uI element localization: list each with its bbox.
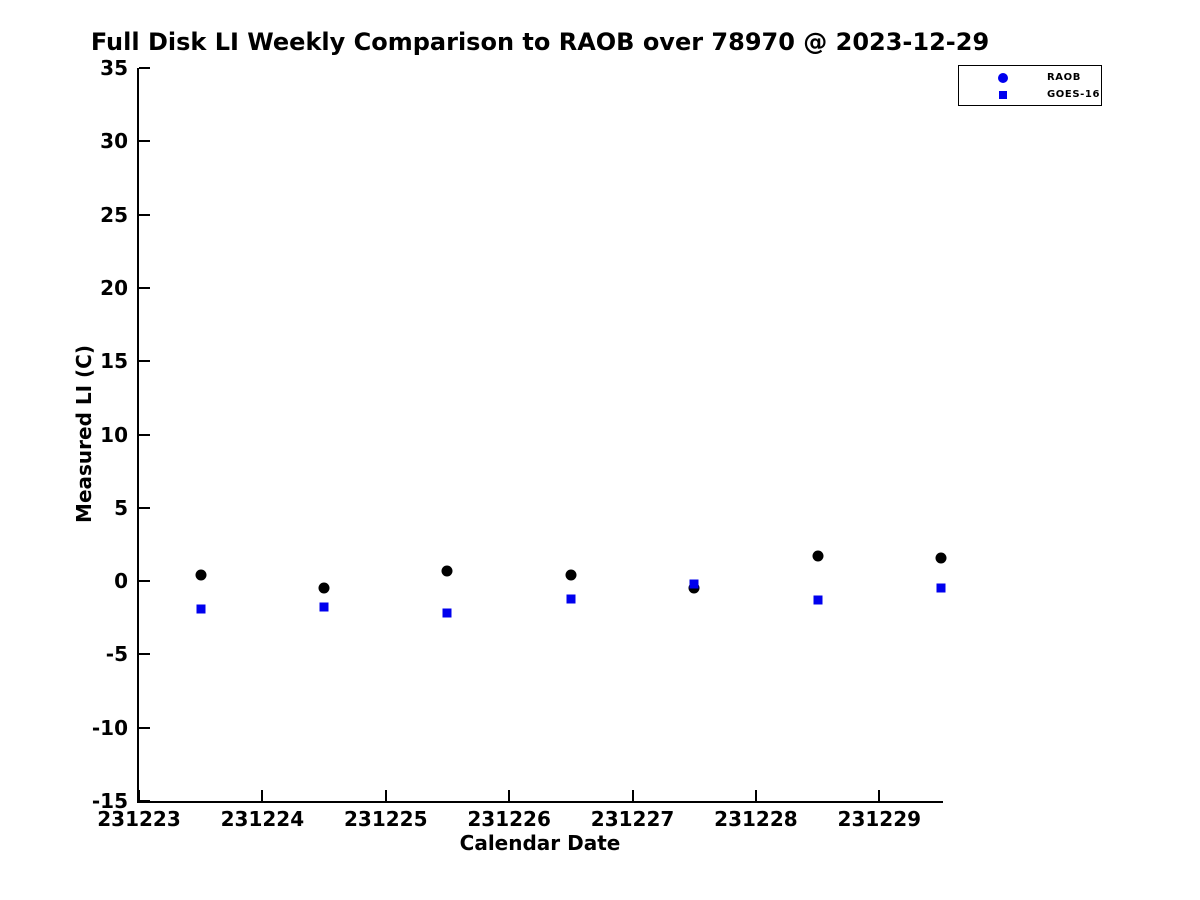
legend-label-goes-16: GOES-16 (1047, 89, 1101, 100)
x-tick (508, 790, 511, 801)
legend-item-raob: RAOB (959, 69, 1101, 86)
x-tick-label: 231225 (344, 807, 428, 831)
y-tick (139, 433, 150, 436)
data-point-goes-16 (319, 602, 329, 612)
y-tick (139, 360, 150, 363)
x-tick-label: 231223 (97, 807, 181, 831)
data-point-raob (935, 552, 947, 564)
plot-area (137, 68, 943, 803)
x-tick-label: 231227 (590, 807, 675, 831)
y-tick (139, 67, 150, 69)
data-point-goes-16 (442, 608, 452, 618)
x-tick (754, 790, 757, 801)
y-tick-label: 0 (114, 569, 128, 594)
y-tick-label: 35 (100, 56, 128, 80)
y-axis-label: Measured LI (C) (72, 345, 96, 523)
y-tick (139, 726, 150, 729)
x-tick (138, 790, 140, 801)
legend-item-goes-16: GOES-16 (959, 86, 1101, 103)
y-tick (139, 140, 150, 143)
y-tick (139, 580, 150, 583)
x-tick (384, 790, 387, 801)
x-tick-label: 231228 (714, 807, 798, 831)
y-tick (139, 213, 150, 216)
x-tick-label: 231224 (220, 807, 305, 831)
x-tick-label: 231229 (837, 807, 922, 831)
y-tick-label: 25 (100, 202, 128, 227)
data-point-raob (565, 569, 577, 581)
y-tick (139, 653, 150, 656)
y-tick-label: 30 (100, 129, 128, 154)
data-point-goes-16 (813, 595, 823, 605)
y-tick (139, 800, 150, 802)
data-point-raob (195, 569, 207, 581)
y-tick-label: 20 (100, 275, 128, 300)
raob-legend-marker-icon (998, 72, 1008, 83)
legend: RAOB GOES-16 (958, 65, 1102, 106)
x-axis-label: Calendar Date (459, 831, 621, 855)
legend-label-raob: RAOB (1047, 72, 1081, 83)
y-tick-label: 5 (114, 495, 128, 520)
legend-marker-cell (959, 90, 1047, 99)
y-tick-label: -5 (105, 642, 128, 667)
y-tick-label: 10 (100, 422, 128, 447)
data-point-goes-16 (936, 583, 946, 593)
data-point-goes-16 (689, 579, 699, 589)
y-tick-label: 15 (100, 349, 128, 374)
y-tick-label: -15 (91, 789, 128, 813)
data-point-raob (318, 582, 330, 594)
data-point-goes-16 (566, 594, 576, 604)
data-point-goes-16 (196, 604, 206, 614)
goes-16-legend-marker-icon (999, 90, 1007, 99)
chart-title: Full Disk LI Weekly Comparison to RAOB o… (90, 28, 990, 56)
x-tick (631, 790, 634, 801)
y-tick (139, 286, 150, 289)
y-tick-label: -10 (91, 715, 128, 740)
x-tick (878, 790, 881, 801)
x-tick-label: 231226 (467, 807, 551, 831)
data-point-raob (441, 565, 453, 577)
legend-marker-cell (959, 72, 1047, 83)
data-point-raob (812, 550, 824, 562)
x-tick (261, 790, 264, 801)
y-tick (139, 506, 150, 509)
